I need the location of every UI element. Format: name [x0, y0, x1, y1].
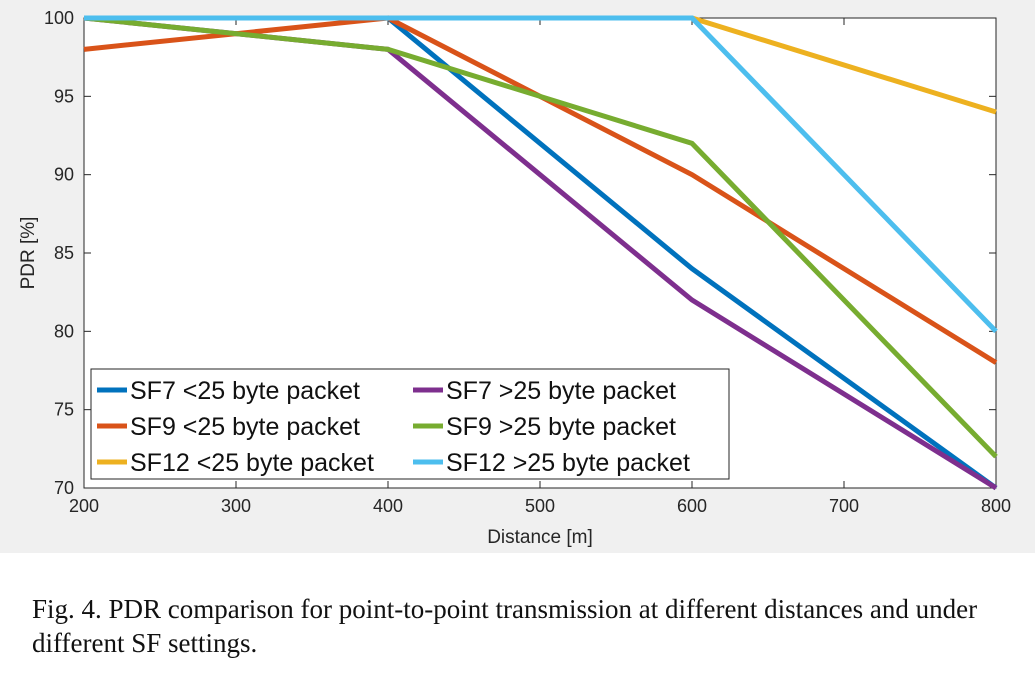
y-tick-label: 90 — [54, 165, 74, 185]
x-tick-label: 300 — [221, 496, 251, 516]
axis-ticks: 200 300 400 500 600 700 800 70 75 80 85 90 95 100 — [44, 8, 1011, 516]
x-tick-label: 500 — [525, 496, 555, 516]
x-tick-label: 400 — [373, 496, 403, 516]
legend-label: SF12 >25 byte packet — [446, 449, 690, 477]
legend-box — [90, 368, 730, 480]
series-line-4 — [83, 15, 998, 459]
legend-label: SF7 >25 byte packet — [446, 377, 676, 405]
y-tick-label: 75 — [54, 400, 74, 420]
legend-label: SF7 <25 byte packet — [130, 377, 360, 405]
series-line-6 — [84, 15, 998, 334]
figure-caption: Fig. 4. PDR comparison for point-to-poin… — [32, 594, 978, 658]
legend-label: SF9 <25 byte packet — [130, 413, 360, 441]
y-tick-label: 70 — [54, 478, 74, 498]
x-axis-label: Distance [m] — [487, 527, 593, 548]
pdr-line-chart: 200 300 400 500 600 700 800 70 75 80 85 90 95 100 Dis… — [18, 8, 1011, 548]
legend-label: SF12 <25 byte packet — [130, 449, 374, 477]
y-tick-label: 95 — [54, 86, 74, 106]
y-tick-label: 80 — [54, 321, 74, 341]
y-tick-label: 85 — [54, 243, 74, 263]
series-lines — [83, 15, 998, 491]
legend-label: SF9 >25 byte packet — [446, 413, 676, 441]
x-tick-label: 800 — [981, 496, 1011, 516]
x-tick-label: 600 — [677, 496, 707, 516]
legend: SF7 <25 byte packet SF7 >25 byte packet SF… — [90, 368, 730, 480]
x-tick-label: 700 — [829, 496, 859, 516]
y-tick-label: 100 — [44, 8, 74, 28]
x-tick-label: 200 — [69, 496, 99, 516]
y-axis-label: PDR [%] — [18, 217, 39, 290]
